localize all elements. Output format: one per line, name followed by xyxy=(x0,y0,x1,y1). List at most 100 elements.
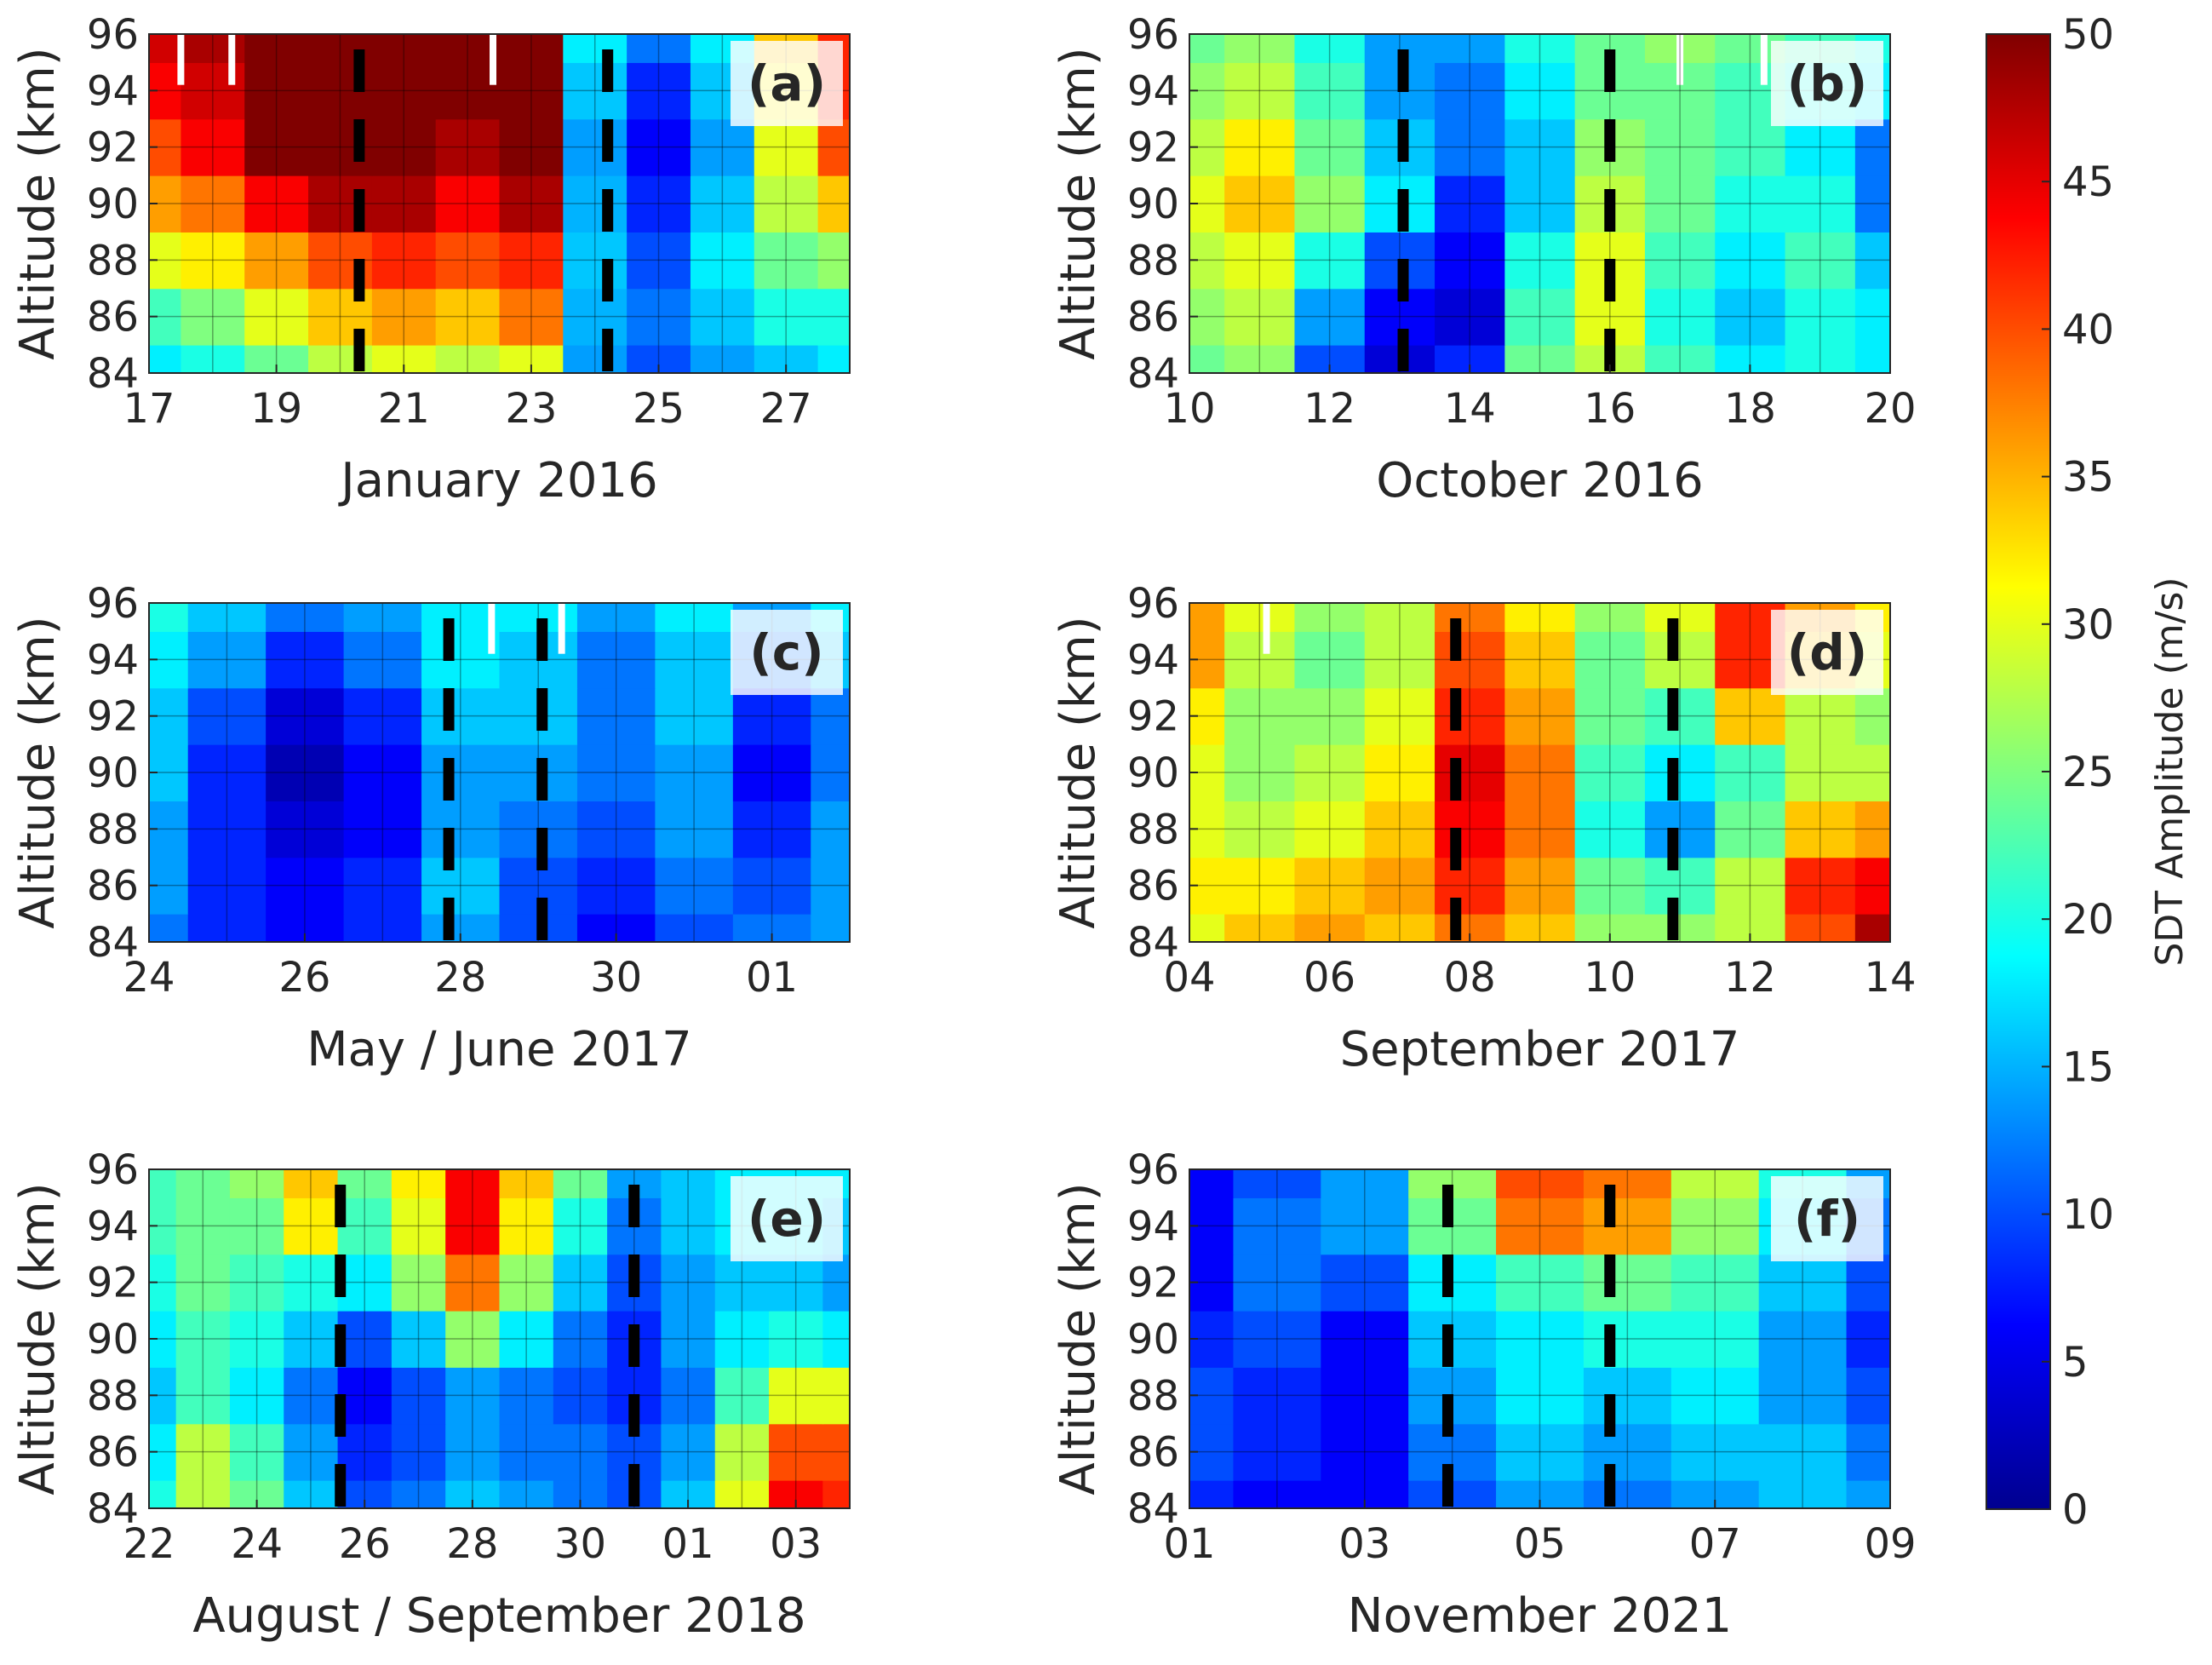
heatmap-cell xyxy=(284,1479,339,1509)
heatmap-cell xyxy=(284,1169,339,1198)
panel-label: (d) xyxy=(1771,610,1883,695)
heatmap-cell xyxy=(1758,1367,1848,1425)
heatmap-cell xyxy=(822,1310,851,1368)
heatmap-cell xyxy=(1715,288,1786,346)
heatmap-cell xyxy=(1785,118,1856,176)
heatmap-cell xyxy=(229,1169,285,1198)
heatmap-cell xyxy=(1496,1169,1585,1198)
y-tick-label: 90 xyxy=(1127,749,1179,797)
heatmap-cell xyxy=(627,175,691,233)
heatmap-cell xyxy=(435,118,501,176)
data-gap-marker xyxy=(1263,603,1270,654)
heatmap-cell xyxy=(445,1310,501,1368)
heatmap-cell xyxy=(187,857,266,915)
heatmap-cell xyxy=(1504,631,1576,689)
heatmap-cell xyxy=(175,1254,231,1312)
x-tick-label: 28 xyxy=(434,954,486,1002)
y-tick-label: 84 xyxy=(1127,350,1179,398)
heatmap-cell xyxy=(175,1479,231,1509)
y-tick-label: 94 xyxy=(87,67,139,115)
colorbar-tick-label: 40 xyxy=(2062,306,2114,353)
heatmap-cell xyxy=(1435,62,1506,120)
heatmap-cell xyxy=(175,1169,231,1198)
heatmap-cell xyxy=(1189,913,1225,943)
heatmap-cell xyxy=(499,1254,554,1312)
heatmap-cell xyxy=(655,801,734,858)
panel-label-box xyxy=(731,1176,843,1261)
heatmap-cell xyxy=(1294,857,1366,915)
colorbar: 0 5 10 15 20 25 30 35 40 45 50 SDT Amplitude (m/s) xyxy=(1986,11,2192,1534)
heatmap-cell xyxy=(1224,603,1296,632)
heatmap-cell xyxy=(1496,1310,1585,1368)
heatmap-cell xyxy=(187,801,266,858)
y-tick-label: 92 xyxy=(87,693,139,741)
heatmap-cell xyxy=(690,288,755,346)
data-gap-marker xyxy=(177,34,185,85)
heatmap-cell xyxy=(337,1310,393,1368)
heatmap-cell xyxy=(1854,857,1891,915)
heatmap-cell xyxy=(391,1310,446,1368)
x-tick-label: 14 xyxy=(1864,954,1916,1002)
heatmap-cell xyxy=(187,603,266,632)
heatmap-cell xyxy=(1294,118,1366,176)
heatmap-cell xyxy=(553,1367,608,1425)
heatmap-cell xyxy=(266,744,345,801)
heatmap-cell xyxy=(1715,118,1786,176)
colorbar-tick-label: 0 xyxy=(2062,1486,2089,1534)
heatmap-cell xyxy=(1574,744,1646,801)
y-axis-label: Altitude (km) xyxy=(10,1182,66,1495)
heatmap-cell xyxy=(1504,232,1576,290)
heatmap-cell xyxy=(371,118,437,176)
colorbar-tick-label: 15 xyxy=(2062,1043,2114,1091)
heatmap-cells xyxy=(1189,603,1891,943)
heatmap-cell xyxy=(576,801,656,858)
panel-label-box xyxy=(1771,41,1883,126)
heatmap-cell xyxy=(1435,288,1506,346)
heatmap-cell xyxy=(244,118,309,176)
heatmap-cell xyxy=(1233,1310,1322,1368)
heatmap-cell xyxy=(1364,857,1436,915)
heatmap-cell xyxy=(655,603,734,632)
y-tick-label: 84 xyxy=(1127,919,1179,967)
heatmap-cell xyxy=(563,118,627,176)
heatmap-cell xyxy=(563,34,627,63)
heatmap-cell xyxy=(661,1367,716,1425)
heatmap-cell xyxy=(181,232,246,290)
y-tick-label: 92 xyxy=(1127,1260,1179,1307)
heatmap-cell xyxy=(1504,288,1576,346)
heatmap-cell xyxy=(1364,603,1436,632)
heatmap-cell xyxy=(1435,631,1506,689)
panel-label: (f) xyxy=(1771,1176,1883,1261)
heatmap-cell xyxy=(1644,344,1716,374)
heatmap-cell xyxy=(244,62,309,120)
heatmap-cell xyxy=(1504,744,1576,801)
heatmap-cell xyxy=(655,913,734,943)
heatmap-cell xyxy=(1294,288,1366,346)
heatmap-cell xyxy=(811,857,851,915)
heatmap-cell xyxy=(1294,744,1366,801)
heatmap-cell xyxy=(714,1310,770,1368)
heatmap-cell xyxy=(1854,744,1891,801)
panel-label-text: (f) xyxy=(1794,1190,1860,1248)
heatmap-cell xyxy=(1644,744,1716,801)
colorbar-tick-label: 30 xyxy=(2062,601,2114,649)
heatmap-cell xyxy=(187,913,266,943)
heatmap-cell xyxy=(1574,687,1646,745)
heatmap-cell xyxy=(1364,744,1436,801)
y-axis-label: Altitude (km) xyxy=(10,47,66,359)
x-tick-label: 21 xyxy=(378,385,430,433)
heatmap-cell xyxy=(1583,1254,1672,1312)
y-tick-label: 90 xyxy=(87,181,139,228)
heatmap-cell xyxy=(1364,687,1436,745)
y-tick-label: 92 xyxy=(1127,693,1179,741)
heatmap-cell xyxy=(284,1197,339,1255)
heatmap-cell xyxy=(661,1197,716,1255)
heatmap-cell xyxy=(754,175,819,233)
heatmap-cell xyxy=(563,288,627,346)
heatmap-cell xyxy=(149,1479,177,1509)
heatmap-cell xyxy=(1189,1169,1235,1198)
heatmap-cell xyxy=(553,1310,608,1368)
heatmap-cell xyxy=(1224,687,1296,745)
panel-label-text: (c) xyxy=(749,623,823,681)
x-tick-label: 03 xyxy=(1338,1520,1390,1568)
